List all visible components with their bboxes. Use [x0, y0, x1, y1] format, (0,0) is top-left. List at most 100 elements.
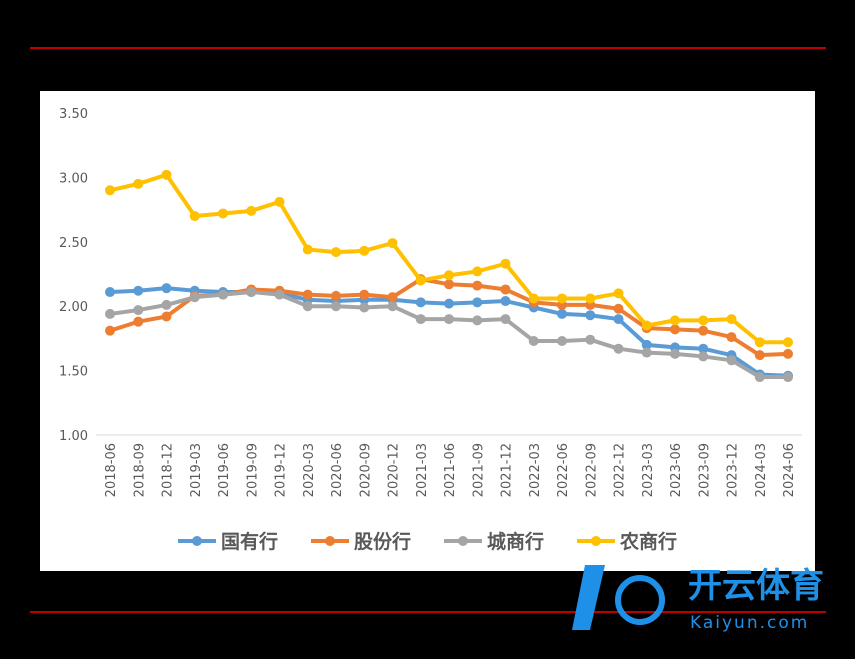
data-point	[670, 324, 680, 335]
x-tick-label: 2021-03	[415, 443, 430, 497]
x-tick-label: 2024-03	[754, 443, 769, 497]
legend-label: 股份行	[354, 530, 411, 553]
data-point	[613, 314, 624, 325]
data-point	[246, 205, 257, 216]
data-point	[189, 292, 200, 303]
watermark-title: 开云体育	[688, 566, 824, 606]
data-point	[528, 335, 539, 346]
x-tick-label: 2021-06	[443, 443, 458, 497]
data-point	[557, 335, 567, 346]
data-point	[641, 347, 652, 358]
data-point	[105, 325, 115, 336]
data-point	[218, 289, 228, 300]
x-tick-label: 2020-03	[302, 443, 317, 497]
legend-marker	[458, 536, 468, 546]
data-point	[613, 343, 624, 354]
data-point	[133, 305, 144, 316]
legend-marker	[192, 536, 202, 546]
x-tick-label: 2023-06	[669, 443, 684, 497]
x-tick-label: 2024-06	[782, 443, 797, 497]
data-point	[783, 348, 793, 359]
data-point	[415, 314, 426, 325]
data-point	[133, 285, 144, 296]
watermark-site: Kaiyun.com	[690, 613, 809, 633]
y-tick-label: 1.00	[59, 429, 88, 444]
data-point	[698, 343, 709, 354]
y-tick-label: 2.00	[59, 300, 88, 315]
x-tick-label: 2023-12	[726, 443, 741, 497]
data-point	[698, 315, 709, 326]
data-point	[500, 258, 511, 269]
x-tick-label: 2020-06	[330, 443, 345, 497]
data-point	[641, 339, 652, 350]
data-point	[444, 270, 454, 281]
x-tick-label: 2022-03	[528, 443, 543, 497]
data-point	[585, 334, 596, 345]
x-tick-label: 2021-09	[471, 443, 486, 497]
data-point	[726, 314, 737, 325]
x-tick-label: 2020-12	[387, 443, 402, 497]
data-point	[613, 288, 624, 299]
data-point	[331, 301, 341, 312]
data-point	[472, 297, 483, 308]
x-tick-label: 2023-03	[641, 443, 656, 497]
data-point	[557, 308, 567, 319]
data-point	[472, 266, 483, 277]
x-tick-label: 2022-06	[556, 443, 571, 497]
data-point	[331, 247, 341, 258]
watermark: 开云体育 Kaiyun.com	[572, 565, 824, 633]
x-tick-label: 2019-09	[245, 443, 260, 497]
x-tick-label: 2019-06	[217, 443, 232, 497]
data-point	[331, 290, 341, 301]
data-point	[754, 350, 765, 361]
data-point	[161, 299, 172, 310]
data-point	[359, 302, 370, 313]
data-point	[670, 315, 680, 326]
data-point	[415, 275, 426, 286]
data-point	[698, 351, 709, 362]
logo-ring	[615, 575, 665, 625]
data-point	[783, 337, 793, 348]
data-point	[218, 208, 228, 219]
x-tick-label: 2023-09	[697, 443, 712, 497]
data-point	[726, 332, 737, 343]
data-point	[528, 293, 539, 304]
data-point	[359, 245, 370, 256]
data-point	[726, 355, 737, 366]
data-point	[754, 337, 765, 348]
x-tick-label: 2022-12	[613, 443, 628, 497]
data-point	[302, 244, 313, 255]
x-tick-label: 2022-09	[584, 443, 599, 497]
y-tick-label: 2.50	[59, 236, 88, 251]
data-point	[783, 372, 793, 383]
data-point	[585, 293, 596, 304]
logo-k	[572, 565, 605, 630]
data-point	[161, 283, 172, 294]
data-point	[387, 238, 398, 249]
plot: 1.00 1.50 2.00 2.50 3.00 3.50 2018-06 2018-09 20…	[59, 107, 802, 553]
legend-label: 城商行	[487, 530, 544, 553]
y-tick-label: 1.50	[59, 365, 88, 380]
data-point	[444, 279, 454, 290]
data-point	[557, 293, 567, 304]
data-point	[161, 311, 172, 322]
data-point	[472, 280, 483, 291]
x-tick-label: 2018-06	[104, 443, 119, 497]
data-point	[246, 287, 257, 298]
x-tick-label: 2021-12	[500, 443, 515, 497]
data-point	[444, 298, 454, 309]
data-point	[472, 315, 483, 326]
data-point	[105, 308, 115, 319]
legend-label: 国有行	[221, 530, 278, 553]
data-point	[754, 372, 765, 383]
data-point	[698, 325, 709, 336]
data-point	[302, 289, 313, 300]
data-point	[444, 314, 454, 325]
data-point	[613, 303, 624, 314]
data-point	[641, 320, 652, 331]
y-tick-label: 3.50	[59, 107, 88, 122]
data-point	[415, 297, 426, 308]
data-point	[500, 296, 511, 307]
data-point	[133, 178, 144, 189]
